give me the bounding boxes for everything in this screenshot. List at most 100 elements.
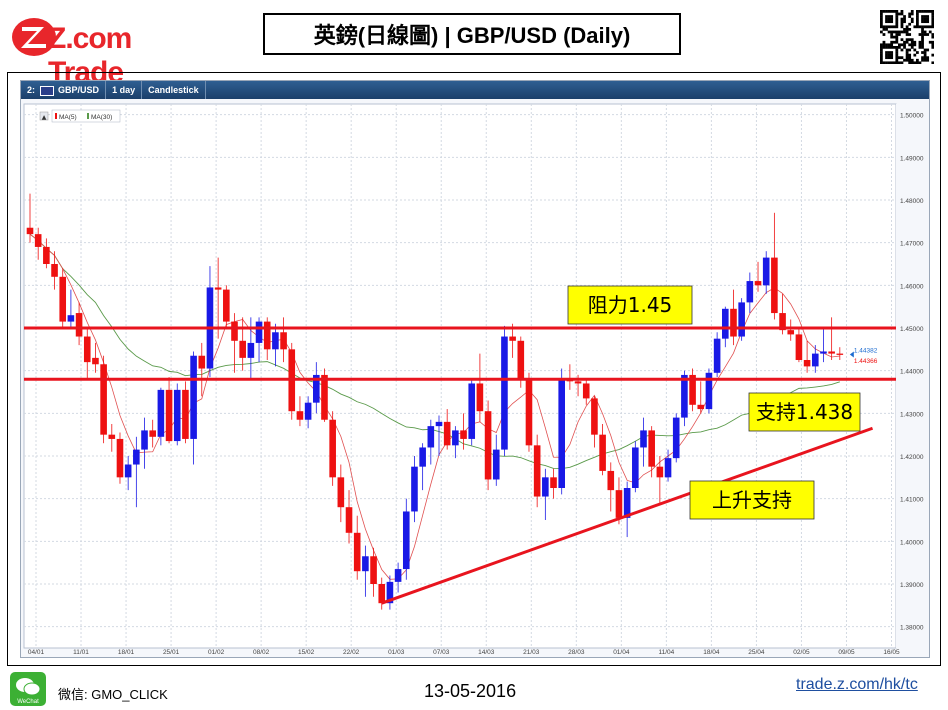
page-title: 英鎊(日線圖) | GBP/USD (Daily) (263, 13, 681, 55)
y-axis-strip (896, 104, 928, 648)
y-tick-label: 1.43000 (900, 411, 924, 418)
candle-body (623, 488, 631, 518)
candle-body (460, 430, 467, 439)
report-date: 13-05-2016 (424, 681, 517, 701)
candle-body (231, 321, 238, 341)
candle-body (362, 556, 369, 572)
candle-body (313, 374, 320, 403)
candle-body (272, 332, 279, 350)
legend-box (51, 109, 121, 123)
x-tick-label: 18/04 (703, 649, 720, 656)
candle-body (730, 308, 737, 337)
wechat-icon: WeChat (10, 672, 46, 706)
x-tick-label: 01/02 (208, 649, 225, 656)
candle-body (468, 383, 476, 439)
x-tick-label: 07/03 (433, 649, 450, 656)
candle-body (263, 321, 271, 350)
uptrend-annotation-label: 上升支持 (712, 488, 792, 512)
candle-body (100, 364, 107, 435)
candle-body (771, 257, 778, 314)
x-tick-label: 25/04 (748, 649, 765, 656)
candle-body (108, 434, 116, 439)
candle-body (713, 338, 721, 373)
candle-body (157, 389, 165, 437)
candle-body (26, 227, 34, 235)
candle-body (672, 417, 680, 459)
candle-body (779, 313, 786, 331)
support-annotation-box (748, 392, 861, 432)
legend-ma30-label: MA(30) (91, 114, 112, 121)
x-tick-label: 02/05 (793, 649, 810, 656)
candle-body (247, 342, 255, 358)
candle-body (689, 374, 696, 405)
caret-up-icon: ▲ (42, 114, 47, 121)
candle-body (280, 332, 287, 350)
website-link[interactable]: trade.z.com/hk/tc (796, 676, 918, 693)
y-tick-label: 1.41000 (900, 497, 924, 504)
x-tick-label: 14/03 (478, 649, 495, 656)
candle-body (632, 447, 639, 488)
candle-body (591, 398, 598, 435)
candle-body (353, 532, 361, 572)
toolbar-symbol-label: GBP/USD (58, 85, 100, 95)
candle-body (34, 234, 42, 247)
candle-body (304, 402, 312, 420)
candle-body (681, 374, 688, 418)
candle-body (476, 383, 484, 412)
x-tick-label: 08/02 (253, 649, 270, 656)
toolbar-symbol[interactable]: 2: GBP/USD (21, 81, 107, 99)
x-tick-label: 11/04 (658, 649, 674, 656)
resistance-annotation-label: 阻力1.45 (588, 293, 673, 317)
y-tick-label: 1.44000 (900, 369, 924, 376)
x-tick-label: 28/03 (568, 649, 585, 656)
candle-body (746, 281, 754, 303)
candle-body (640, 430, 647, 448)
y-tick-label: 1.45000 (900, 326, 924, 333)
y-tick-label: 1.47000 (900, 241, 924, 248)
x-tick-label: 18/01 (118, 649, 135, 656)
candle-body (116, 438, 124, 478)
candle-body (705, 372, 713, 410)
candle-body (542, 477, 549, 497)
candle-body (484, 411, 492, 480)
candle-body (411, 466, 418, 512)
y-tick-label: 1.49000 (900, 155, 924, 162)
chart-frame (7, 72, 941, 666)
candle-body (820, 351, 827, 354)
toolbar-period[interactable]: 1 day (106, 81, 143, 99)
toolbar-style[interactable]: Candlestick (142, 81, 206, 99)
candle-body (386, 581, 394, 604)
uk-flag-icon (39, 85, 54, 96)
ma5-line (29, 233, 840, 580)
y-tick-label: 1.42000 (900, 454, 924, 461)
candle-body (83, 336, 91, 363)
legend-collapse-button (39, 111, 49, 121)
qr-code-icon (880, 10, 934, 64)
candle-body (722, 308, 729, 339)
x-tick-label: 11/01 (73, 649, 89, 656)
wechat-id: 微信: GMO_CLICK (58, 687, 168, 702)
candle-body (574, 381, 582, 384)
candle-body (198, 355, 206, 369)
candle-body (190, 355, 197, 439)
candle-body (509, 336, 516, 341)
price-label-ask: 1.44366 (854, 358, 878, 365)
y-tick-label: 1.38000 (900, 625, 924, 632)
price-label-bid: 1.44382 (854, 347, 878, 354)
support-annotation-label: 支持1.438 (756, 400, 853, 424)
x-tick-label: 22/02 (343, 649, 360, 656)
legend-ma30-swatch (87, 113, 89, 119)
candle-body (149, 430, 156, 437)
uptrend-line (381, 426, 874, 605)
candle-body (75, 313, 83, 337)
candle-body (345, 507, 353, 533)
candle-body (517, 340, 525, 380)
candle-body (394, 569, 402, 582)
y-tick-label: 1.46000 (900, 283, 924, 290)
candle-body (239, 340, 246, 358)
candle-body (607, 470, 615, 491)
plot-area (23, 103, 897, 649)
x-tick-label: 16/05 (883, 649, 900, 656)
candle-body (648, 430, 655, 467)
